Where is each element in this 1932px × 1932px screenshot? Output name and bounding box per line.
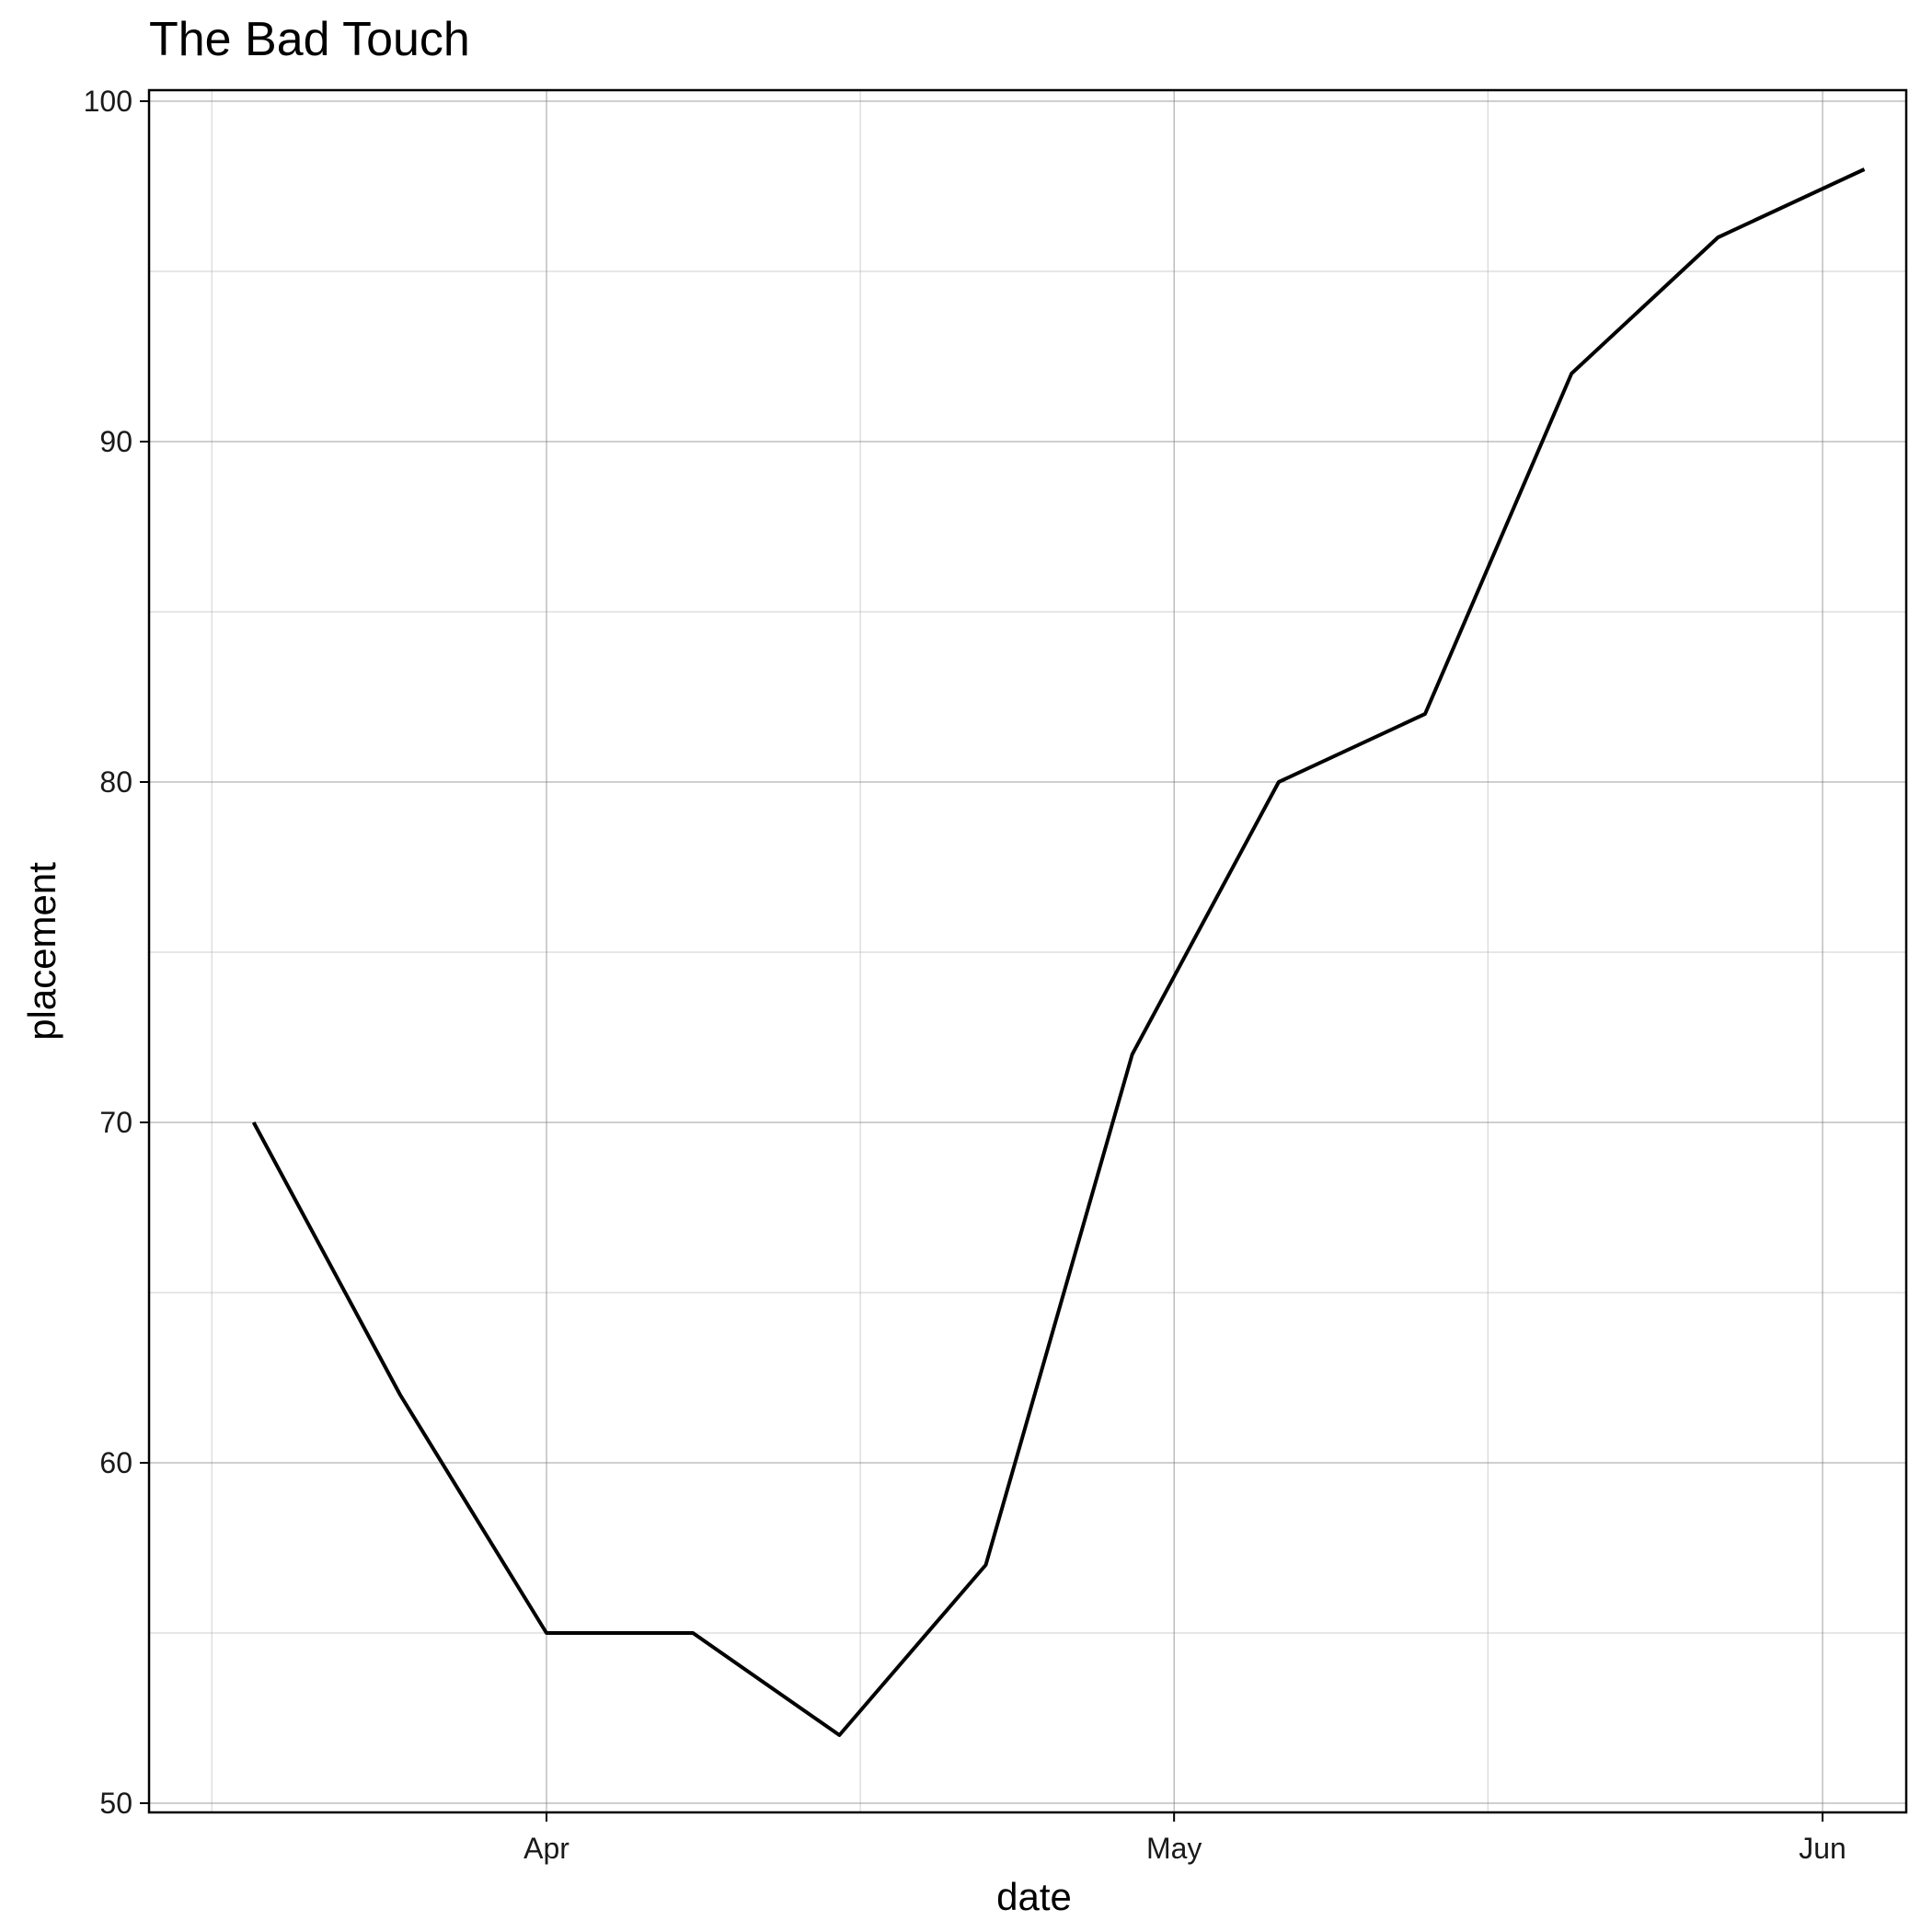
y-tick-label: 80 [99, 765, 132, 799]
y-tick-label: 60 [99, 1446, 132, 1479]
series-layer [251, 167, 1866, 1737]
x-tick-label: Apr [523, 1832, 569, 1865]
y-tick-label: 50 [99, 1787, 132, 1820]
y-tick-label: 70 [99, 1106, 132, 1139]
y-tick-label: 90 [99, 425, 132, 458]
series-line [251, 167, 1866, 1737]
plot-panel [147, 88, 1908, 1814]
chart-title: The Bad Touch [149, 13, 470, 66]
x-axis-title: date [996, 1875, 1072, 1918]
axis-ticks: 50 60 70 80 90 100 Apr May Jun [84, 85, 1846, 1865]
y-axis-title: placement [20, 862, 63, 1041]
y-tick-label: 100 [84, 85, 132, 118]
x-tick-label: May [1146, 1832, 1202, 1865]
x-tick-label: Jun [1799, 1832, 1846, 1865]
grid-lines [149, 90, 1906, 1812]
